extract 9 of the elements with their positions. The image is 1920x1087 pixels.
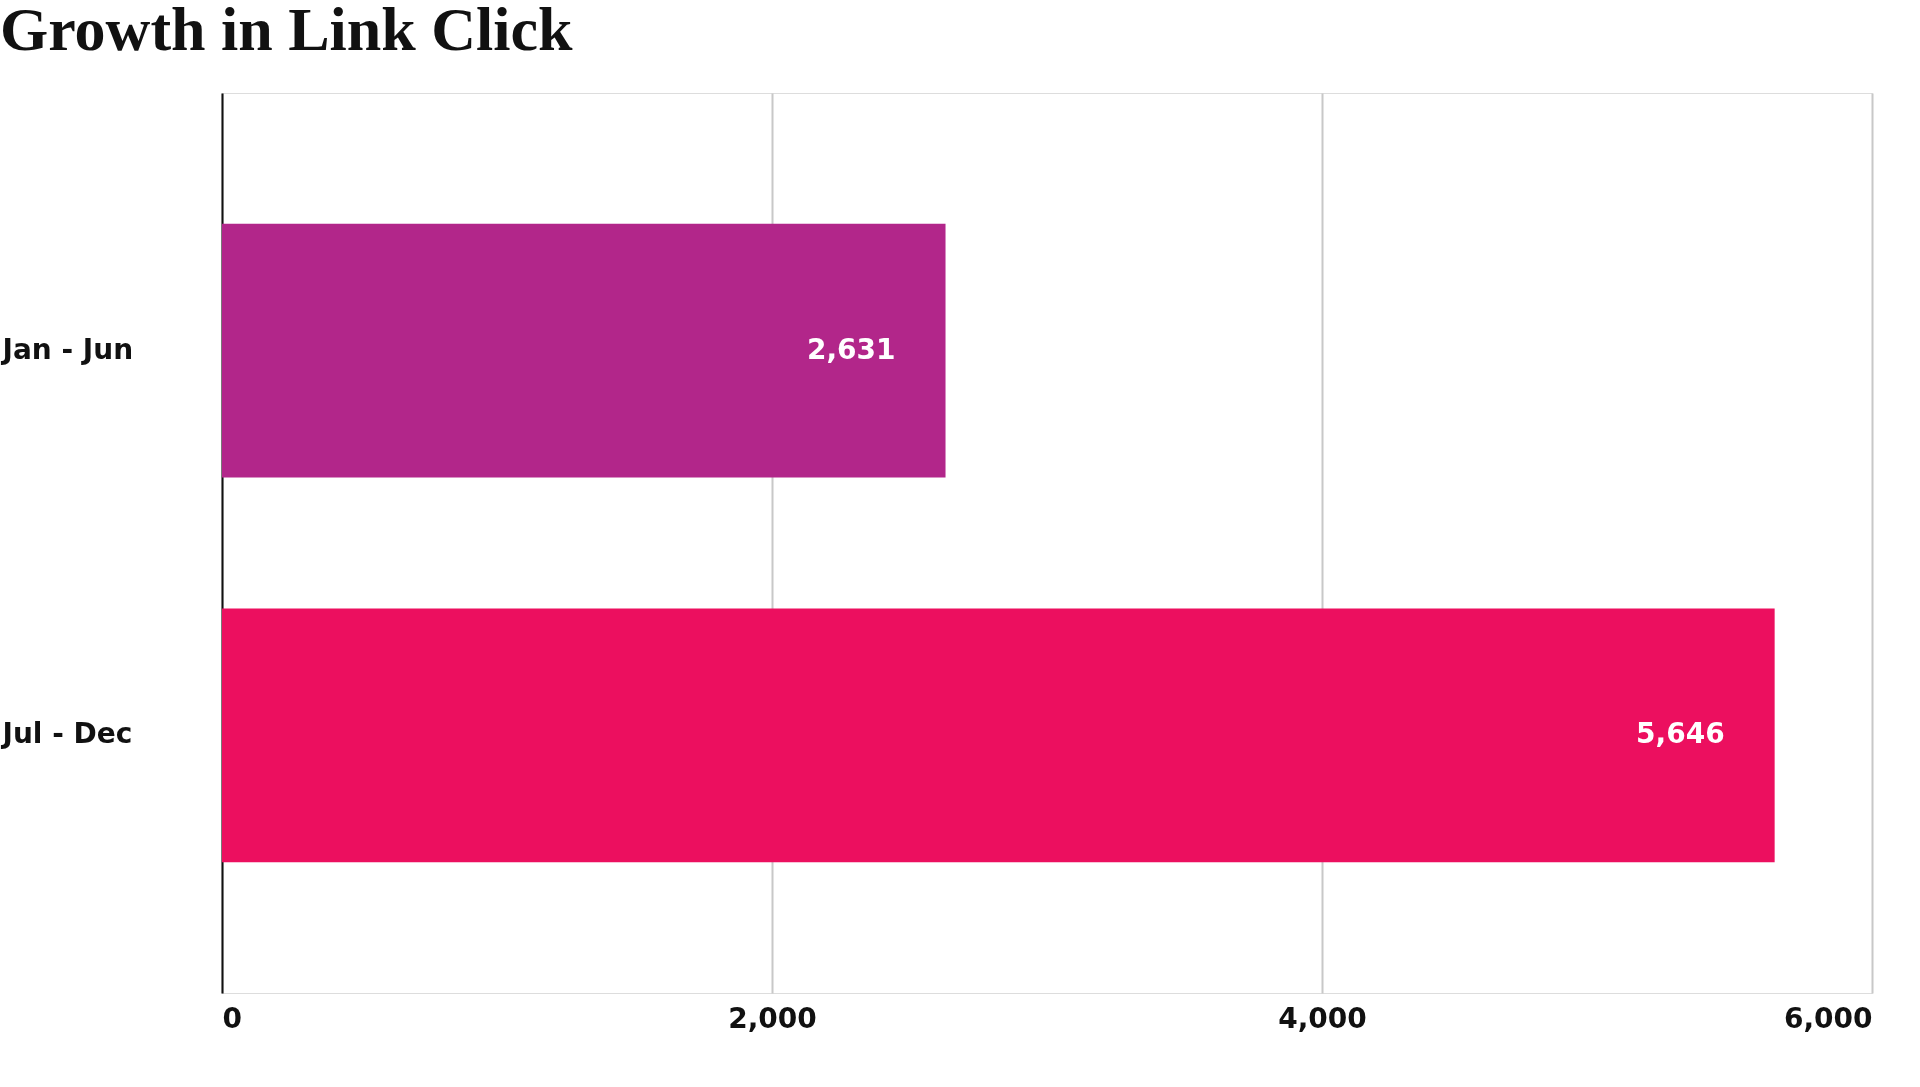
- x-tick-label: 6,000: [1783, 1001, 1873, 1035]
- data-label: 5,646: [1636, 717, 1725, 751]
- x-tick-label: 0: [222, 1001, 242, 1035]
- data-label: 2,631: [806, 332, 896, 366]
- x-tick-label: 2,000: [728, 1001, 817, 1035]
- y-tick-label: Jul - Dec: [0, 717, 133, 751]
- x-tick-label: 4,000: [1278, 1001, 1367, 1035]
- y-tick-label: Jan - Jun: [0, 332, 134, 366]
- chart-title: Growth in Link Click: [0, 0, 574, 63]
